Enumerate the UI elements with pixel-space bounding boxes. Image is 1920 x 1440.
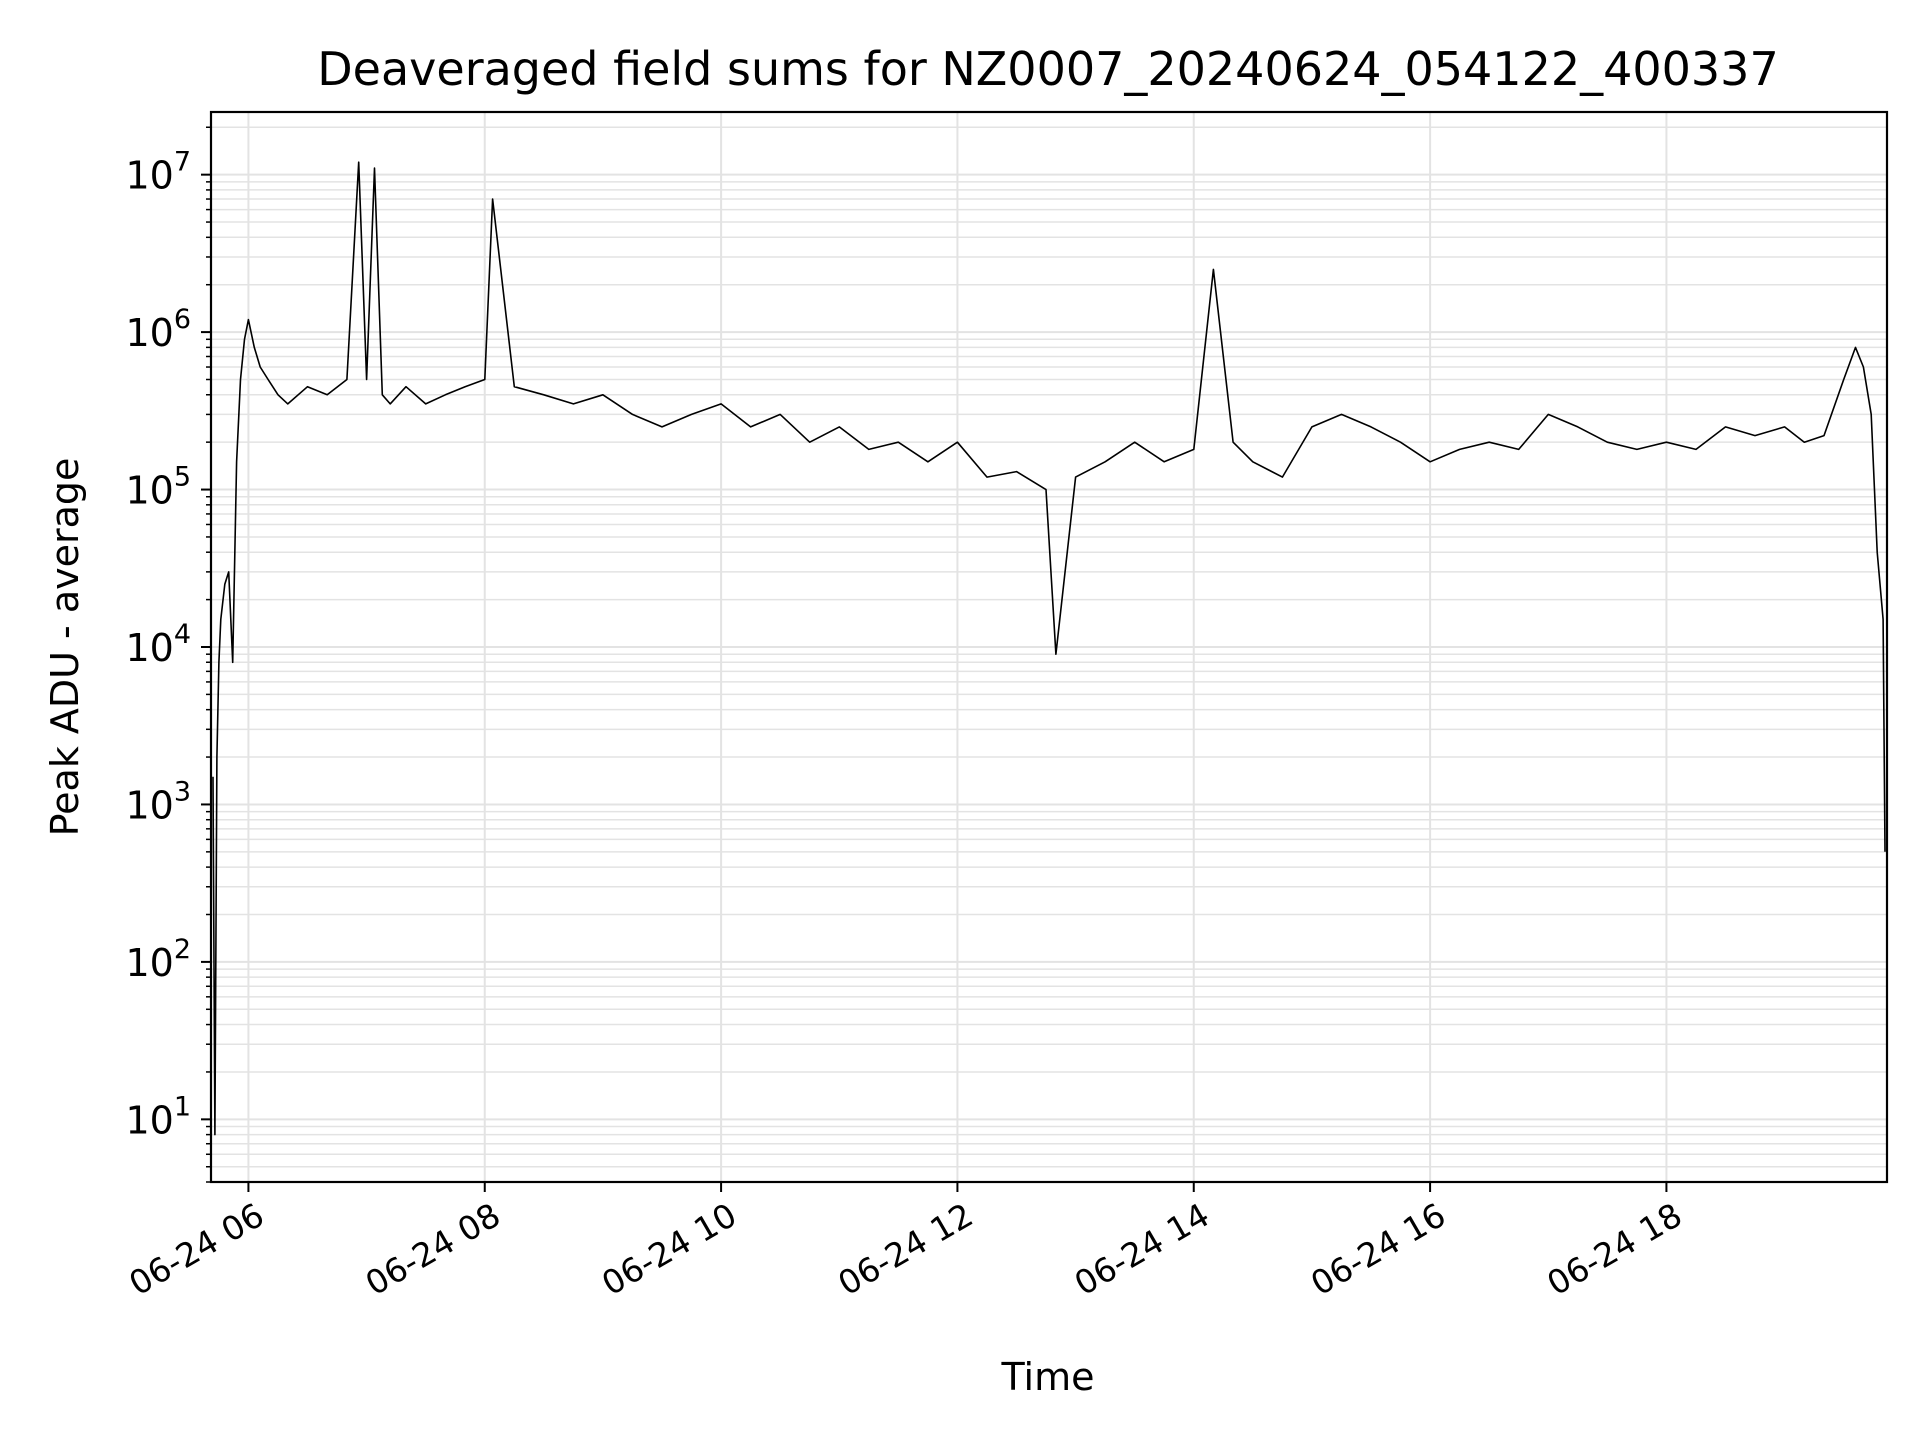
y-tick-label: 106 (125, 304, 191, 355)
y-tick-label: 107 (125, 147, 191, 198)
y-tick-label: 105 (125, 462, 191, 513)
y-tick-label: 102 (125, 934, 191, 985)
series-layer (212, 161, 1886, 1136)
x-axis-label: Time (1001, 1355, 1095, 1399)
y-tick-label: 103 (125, 776, 191, 827)
series-line (212, 161, 1886, 1136)
grid-layer (211, 112, 1887, 1183)
chart-title: Deaveraged field sums for NZ0007_2024062… (317, 42, 1778, 96)
y-axis-label: Peak ADU - average (43, 458, 87, 837)
y-tick-label: 104 (125, 619, 191, 670)
y-tick-label: 101 (125, 1091, 191, 1142)
